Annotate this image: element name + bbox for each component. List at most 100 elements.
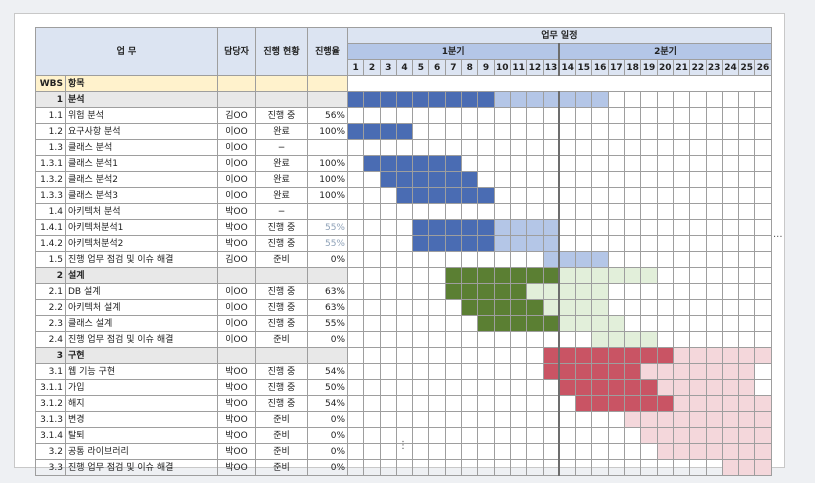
owner-cell[interactable] [217, 267, 256, 284]
schedule-cell[interactable] [363, 379, 381, 396]
schedule-cell[interactable] [607, 331, 626, 348]
schedule-cell[interactable] [509, 283, 528, 300]
schedule-cell[interactable] [738, 91, 756, 108]
schedule-cell[interactable] [721, 459, 740, 476]
schedule-cell[interactable] [363, 187, 381, 204]
schedule-cell[interactable] [607, 107, 626, 124]
schedule-cell[interactable] [558, 379, 577, 396]
wbs-number-cell[interactable]: 3.1.2 [35, 395, 66, 412]
wbs-number-cell[interactable]: 2.4 [35, 331, 66, 348]
schedule-cell[interactable] [493, 219, 511, 236]
schedule-cell[interactable] [721, 347, 740, 364]
schedule-cell[interactable] [363, 395, 381, 412]
schedule-cell[interactable] [379, 155, 397, 172]
schedule-cell[interactable] [526, 219, 544, 236]
schedule-cell[interactable] [395, 315, 414, 332]
schedule-cell[interactable] [395, 267, 414, 284]
progress-cell[interactable]: 100% [307, 187, 348, 204]
wbs-number-cell[interactable]: 1.5 [35, 251, 66, 268]
schedule-cell[interactable] [379, 235, 397, 252]
schedule-cell[interactable] [754, 91, 772, 108]
schedule-cell[interactable] [705, 235, 723, 252]
schedule-cell[interactable] [444, 155, 463, 172]
schedule-cell[interactable] [444, 443, 463, 460]
schedule-cell[interactable] [493, 107, 511, 124]
schedule-cell[interactable] [689, 347, 707, 364]
schedule-cell[interactable] [379, 427, 397, 444]
schedule-cell[interactable] [575, 187, 593, 204]
schedule-cell[interactable] [461, 155, 479, 172]
schedule-cell[interactable] [526, 203, 544, 220]
schedule-cell[interactable] [461, 267, 479, 284]
schedule-cell[interactable] [624, 107, 642, 124]
schedule-cell[interactable] [754, 171, 772, 188]
schedule-cell[interactable] [738, 251, 756, 268]
schedule-cell[interactable] [607, 459, 626, 476]
schedule-cell[interactable] [558, 219, 577, 236]
wbs-number-cell[interactable]: 2 [35, 267, 66, 284]
schedule-cell[interactable] [738, 379, 756, 396]
schedule-cell[interactable] [705, 171, 723, 188]
wbs-number-cell[interactable]: 3.2 [35, 443, 66, 460]
schedule-cell[interactable] [526, 107, 544, 124]
task-name-cell[interactable]: 요구사항 분석 [65, 123, 218, 140]
schedule-cell[interactable] [461, 347, 479, 364]
schedule-cell[interactable] [689, 315, 707, 332]
schedule-cell[interactable] [526, 171, 544, 188]
schedule-cell[interactable] [689, 363, 707, 380]
schedule-cell[interactable] [526, 155, 544, 172]
owner-cell[interactable]: 박OO [217, 443, 256, 460]
schedule-cell[interactable] [493, 91, 511, 108]
owner-cell[interactable]: 김OO [217, 107, 256, 124]
progress-cell[interactable] [307, 267, 348, 284]
task-name-cell[interactable]: 진행 업무 점검 및 이슈 해결 [65, 251, 218, 268]
schedule-cell[interactable] [738, 123, 756, 140]
wbs-header-cell[interactable] [217, 75, 256, 92]
owner-cell[interactable]: 박OO [217, 219, 256, 236]
task-name-cell[interactable]: 위험 분석 [65, 107, 218, 124]
schedule-cell[interactable] [738, 155, 756, 172]
owner-cell[interactable]: 박OO [217, 395, 256, 412]
schedule-cell[interactable] [656, 299, 674, 316]
schedule-cell[interactable] [754, 331, 772, 348]
schedule-cell[interactable] [428, 267, 446, 284]
schedule-cell[interactable] [591, 347, 609, 364]
schedule-cell[interactable] [624, 299, 642, 316]
progress-cell[interactable]: 54% [307, 363, 348, 380]
schedule-cell[interactable] [509, 203, 528, 220]
progress-cell[interactable] [307, 139, 348, 156]
schedule-cell[interactable] [575, 411, 593, 428]
schedule-cell[interactable] [672, 363, 691, 380]
schedule-cell[interactable] [558, 123, 577, 140]
schedule-cell[interactable] [607, 219, 626, 236]
wbs-header-cell[interactable] [255, 75, 308, 92]
schedule-cell[interactable] [640, 347, 658, 364]
schedule-cell[interactable] [575, 395, 593, 412]
schedule-cell[interactable] [346, 283, 365, 300]
schedule-cell[interactable] [575, 299, 593, 316]
wbs-number-cell[interactable]: 1.3.3 [35, 187, 66, 204]
schedule-cell[interactable] [640, 443, 658, 460]
schedule-cell[interactable] [542, 443, 561, 460]
wbs-label[interactable]: WBS [35, 75, 66, 92]
schedule-cell[interactable] [591, 187, 609, 204]
wbs-number-cell[interactable]: 1.4.1 [35, 219, 66, 236]
schedule-cell[interactable] [542, 267, 561, 284]
schedule-cell[interactable] [656, 283, 674, 300]
schedule-cell[interactable] [721, 107, 740, 124]
schedule-cell[interactable] [624, 427, 642, 444]
schedule-cell[interactable] [705, 459, 723, 476]
schedule-cell[interactable] [444, 395, 463, 412]
schedule-cell[interactable] [542, 203, 561, 220]
schedule-cell[interactable] [363, 459, 381, 476]
schedule-cell[interactable] [346, 187, 365, 204]
schedule-cell[interactable] [705, 331, 723, 348]
schedule-cell[interactable] [493, 171, 511, 188]
schedule-cell[interactable] [493, 347, 511, 364]
schedule-cell[interactable] [363, 107, 381, 124]
schedule-cell[interactable] [477, 91, 495, 108]
schedule-cell[interactable] [754, 107, 772, 124]
wbs-number-cell[interactable]: 2.3 [35, 315, 66, 332]
schedule-cell[interactable] [689, 299, 707, 316]
schedule-cell[interactable] [363, 219, 381, 236]
